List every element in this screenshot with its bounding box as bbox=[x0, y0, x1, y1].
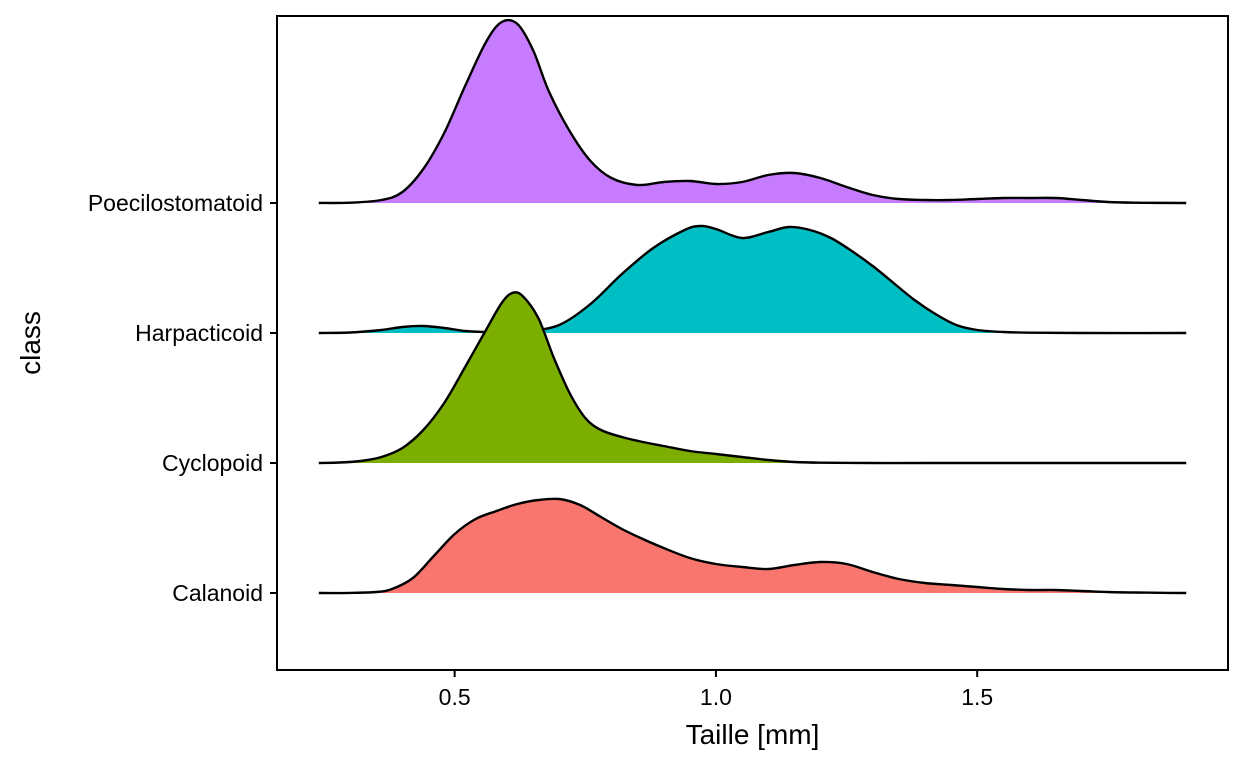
ridge-poecilostomatoid bbox=[318, 18, 1187, 205]
x-tick-label: 1.5 bbox=[961, 684, 993, 710]
ridge-line-harpacticoid bbox=[318, 224, 1187, 335]
ridges bbox=[318, 18, 1187, 595]
x-tick-label: 0.5 bbox=[439, 684, 471, 710]
x-axis-title: Taille [mm] bbox=[686, 719, 820, 750]
y-tick-label-cyclopoid: Cyclopoid bbox=[162, 450, 263, 476]
ridge-line-poecilostomatoid bbox=[318, 18, 1187, 205]
y-axis: Calanoid Cyclopoid Harpacticoid Poecilostom… bbox=[88, 190, 277, 606]
ridge-line-cyclopoid bbox=[318, 291, 1187, 465]
panel-border bbox=[276, 15, 1229, 671]
x-tick-label: 1.0 bbox=[700, 684, 732, 710]
ridge-fill-poecilostomatoid bbox=[318, 20, 1187, 204]
ridge-line-calanoid bbox=[318, 497, 1187, 595]
ridge-cyclopoid bbox=[318, 291, 1187, 465]
y-tick-label-harpacticoid: Harpacticoid bbox=[135, 320, 263, 346]
y-tick-label-poecilostomatoid: Poecilostomatoid bbox=[88, 190, 263, 216]
ridge-calanoid bbox=[318, 497, 1187, 595]
ridge-fill-harpacticoid bbox=[318, 225, 1187, 334]
x-axis: 0.5 1.0 1.5 bbox=[439, 670, 993, 710]
y-tick-label-calanoid: Calanoid bbox=[172, 580, 263, 606]
ridge-fill-calanoid bbox=[318, 498, 1187, 594]
y-axis-title: class bbox=[15, 311, 46, 375]
ridge-harpacticoid bbox=[318, 224, 1187, 335]
ridge-fill-cyclopoid bbox=[318, 292, 1187, 464]
